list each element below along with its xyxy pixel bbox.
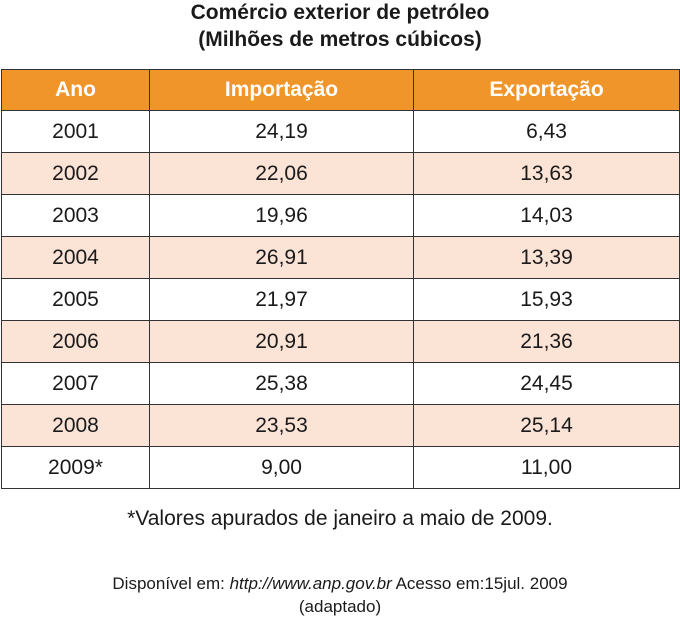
table-row: 2007 25,38 24,45	[1, 362, 680, 405]
cell-year: 2007	[1, 362, 150, 405]
cell-import: 20,91	[149, 320, 414, 363]
source-url: http://www.anp.gov.br	[229, 574, 392, 593]
cell-year: 2008	[1, 404, 150, 447]
cell-export: 14,03	[413, 194, 680, 237]
cell-import: 24,19	[149, 110, 414, 153]
cell-export: 25,14	[413, 404, 680, 447]
cell-import: 22,06	[149, 152, 414, 195]
cell-export: 24,45	[413, 362, 680, 405]
cell-export: 21,36	[413, 320, 680, 363]
table-row: 2009* 9,00 11,00	[1, 446, 680, 489]
cell-year: 2001	[1, 110, 150, 153]
cell-year: 2004	[1, 236, 150, 279]
cell-import: 19,96	[149, 194, 414, 237]
table-row: 2005 21,97 15,93	[1, 278, 680, 321]
cell-import: 25,38	[149, 362, 414, 405]
table-row: 2008 23,53 25,14	[1, 404, 680, 447]
cell-year: 2006	[1, 320, 150, 363]
page-title: Comércio exterior de petróleo	[190, 1, 490, 24]
cell-export: 13,63	[413, 152, 680, 195]
footnote: *Valores apurados de janeiro a maio de 2…	[127, 507, 553, 530]
column-header-import: Importação	[149, 69, 414, 111]
cell-year: 2002	[1, 152, 150, 195]
table-row: 2001 24,19 6,43	[1, 110, 680, 153]
source-prefix: Disponível em:	[112, 574, 230, 593]
cell-year: 2009*	[1, 446, 150, 489]
cell-import: 9,00	[149, 446, 414, 489]
table-row: 2003 19,96 14,03	[1, 194, 680, 237]
cell-export: 6,43	[413, 110, 680, 153]
cell-export: 15,93	[413, 278, 680, 321]
source-suffix: Acesso em:15jul. 2009	[391, 574, 568, 593]
oil-trade-table: Ano Importação Exportação 2001 24,19 6,4…	[1, 69, 680, 489]
table-row: 2006 20,91 21,36	[1, 320, 680, 363]
table-row: 2002 22,06 13,63	[1, 152, 680, 195]
cell-export: 13,39	[413, 236, 680, 279]
source-adapted-note: (adaptado)	[298, 597, 382, 616]
table-header-row: Ano Importação Exportação	[1, 69, 680, 111]
source-citation: Disponível em: http://www.anp.gov.br Ace…	[0, 573, 680, 595]
cell-import: 23,53	[149, 404, 414, 447]
cell-year: 2005	[1, 278, 150, 321]
page-subtitle: (Milhões de metros cúbicos)	[198, 28, 482, 51]
column-header-export: Exportação	[413, 69, 680, 111]
column-header-year: Ano	[1, 69, 150, 111]
cell-import: 21,97	[149, 278, 414, 321]
table-row: 2004 26,91 13,39	[1, 236, 680, 279]
cell-export: 11,00	[413, 446, 680, 489]
cell-import: 26,91	[149, 236, 414, 279]
cell-year: 2003	[1, 194, 150, 237]
